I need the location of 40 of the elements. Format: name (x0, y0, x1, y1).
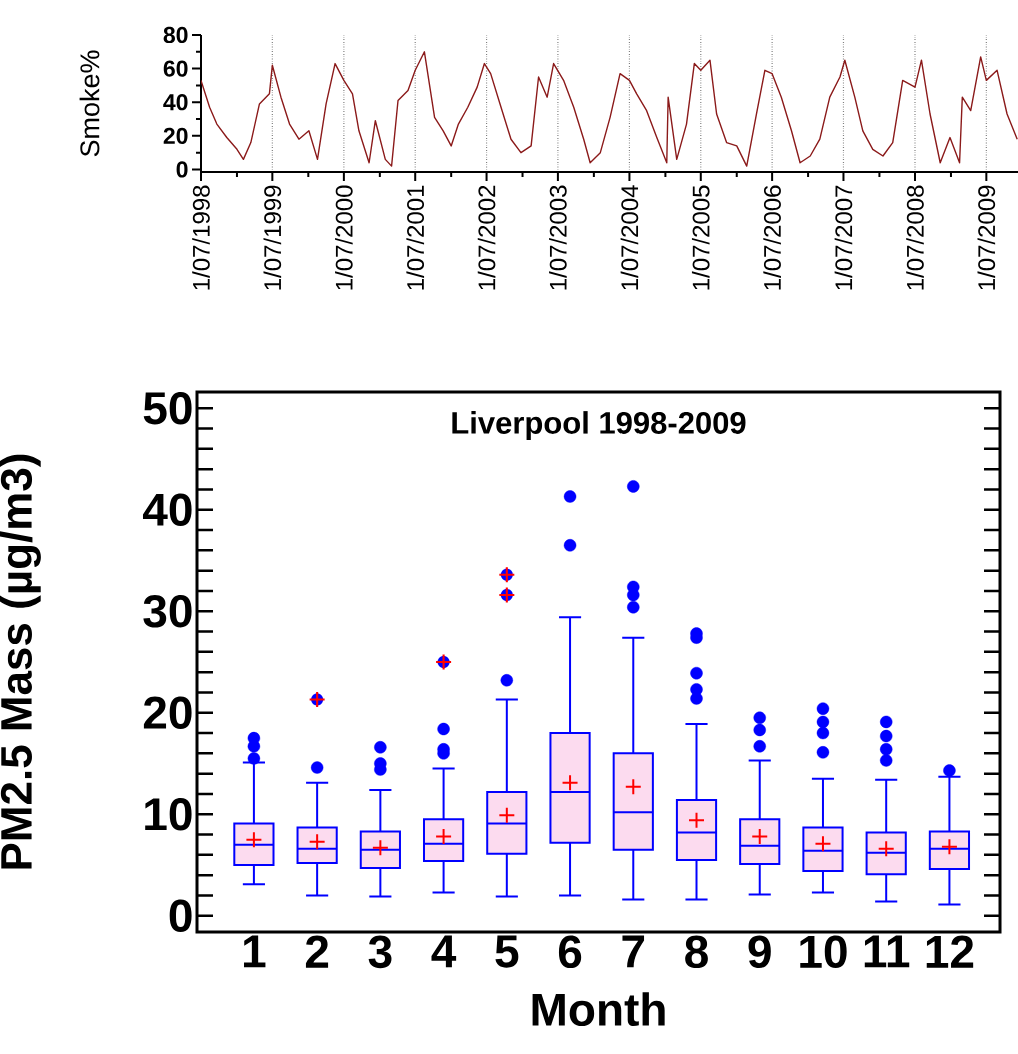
x-tick-label: 1 (244, 935, 266, 968)
x-tick-label: 5 (495, 935, 519, 968)
y-tick-label: 40 (163, 94, 188, 111)
x-tick-label: 12 (926, 935, 974, 968)
y-tick-label: 20 (143, 696, 192, 730)
x-tick-label: 1/07/2006 (763, 185, 781, 290)
text: Liverpool 1998-2009 (452, 411, 746, 441)
x-tick-label: 3 (368, 935, 392, 969)
y-axis-title: Smoke% (79, 50, 100, 157)
line-series (201, 51, 1018, 167)
x-tick-label: 1/07/2003 (549, 185, 567, 290)
x-tick-label: 1/07/1998 (192, 185, 210, 290)
x-tick-label: 2 (305, 935, 329, 968)
x-tick-label: 4 (431, 935, 457, 968)
x-tick-label: 9 (748, 935, 771, 969)
x-tick-label: 7 (622, 935, 645, 968)
x-tick-label: 1/07/2008 (906, 185, 924, 290)
x-tick-label: 1/07/2000 (335, 185, 353, 290)
y-tick-label: 0 (176, 161, 188, 178)
y-tick-label: 60 (163, 60, 188, 77)
x-tick-label: 1/07/2002 (477, 185, 496, 290)
y-tick-label: 40 (142, 493, 192, 527)
x-tick-label: 1/07/2007 (834, 185, 853, 290)
x-tick-label: 1/07/1999 (263, 185, 282, 290)
y-tick-label: 0 (169, 899, 192, 933)
y-tick-label: 30 (143, 594, 192, 628)
y-tick-label: 20 (163, 127, 188, 144)
y-tick-label: 50 (143, 391, 192, 425)
x-tick-label: 8 (685, 935, 708, 969)
x-tick-label: 10 (800, 935, 847, 969)
x-axis-title: Month (532, 992, 665, 1027)
x-tick-label: 11 (864, 935, 910, 968)
y-axis-title: PM2.5 Mass (µg/m3) (0, 454, 41, 869)
x-tick-label: 1/07/2004 (620, 185, 639, 290)
x-tick-label: 6 (558, 935, 582, 969)
x-tick-label: 1/07/2005 (691, 185, 710, 290)
x-tick-label: 1/07/2009 (977, 185, 996, 290)
x-tick-label: 1/07/2001 (406, 185, 425, 290)
y-tick-label: 10 (145, 797, 192, 831)
y-tick-label: 80 (163, 26, 188, 44)
